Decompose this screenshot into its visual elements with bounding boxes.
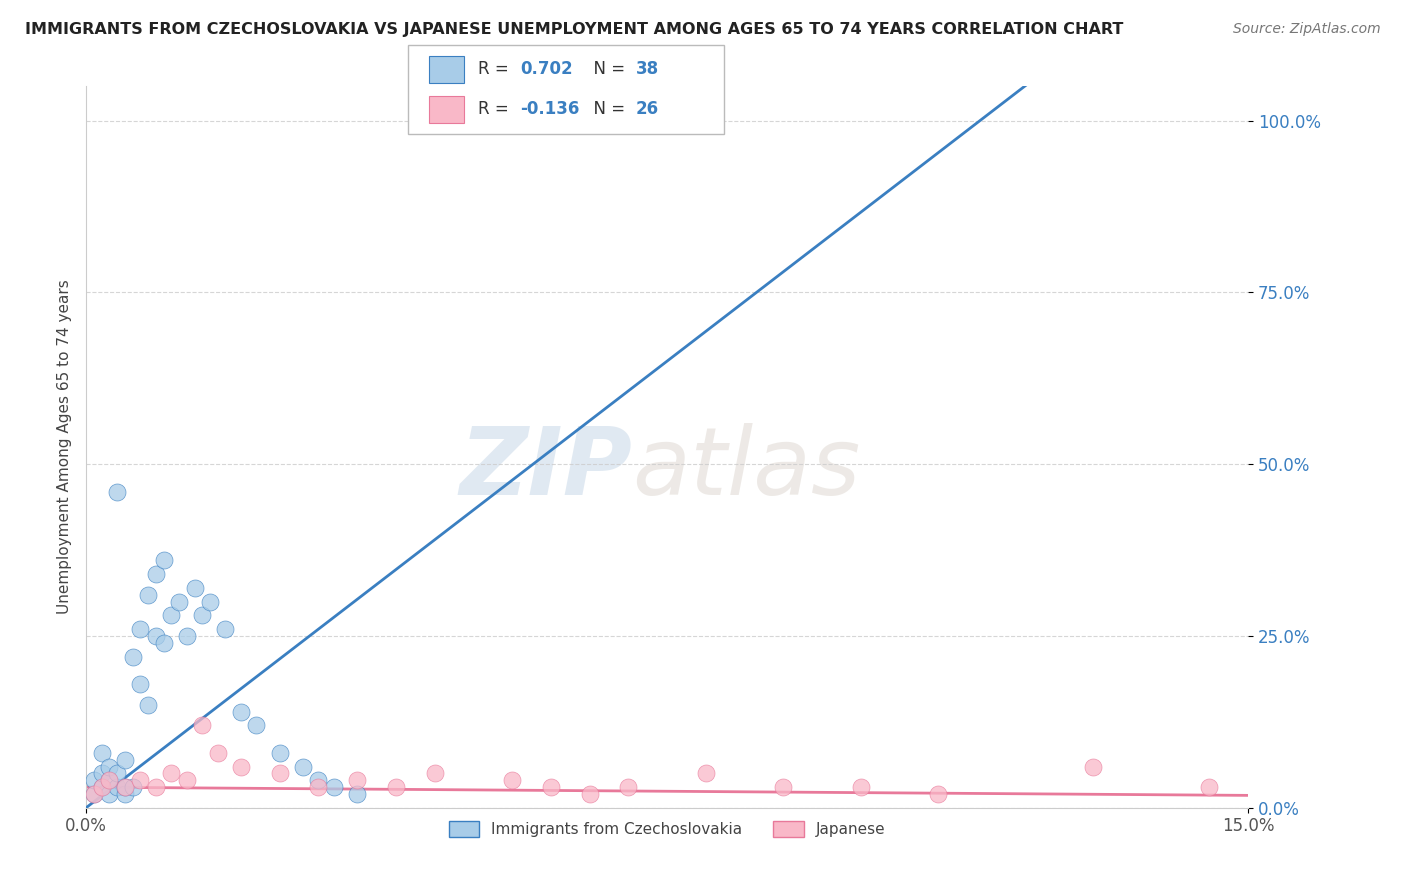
- Point: [183, 581, 205, 595]
- Text: 26: 26: [636, 100, 658, 119]
- Text: 0.702: 0.702: [520, 60, 572, 78]
- Text: N =: N =: [583, 60, 631, 78]
- Point: [385, 780, 408, 794]
- Point: [229, 705, 252, 719]
- Point: [176, 629, 198, 643]
- Point: [1081, 759, 1104, 773]
- Point: [1198, 780, 1220, 794]
- Point: [129, 773, 152, 788]
- Point: [83, 773, 105, 788]
- Point: [145, 780, 167, 794]
- Point: [849, 780, 872, 794]
- Point: [176, 773, 198, 788]
- Point: [121, 780, 143, 794]
- Y-axis label: Unemployment Among Ages 65 to 74 years: Unemployment Among Ages 65 to 74 years: [58, 280, 72, 615]
- Text: atlas: atlas: [633, 423, 860, 514]
- Point: [346, 773, 368, 788]
- Point: [152, 636, 174, 650]
- Point: [323, 780, 346, 794]
- Point: [90, 746, 112, 760]
- Point: [114, 787, 136, 801]
- Point: [83, 787, 105, 801]
- Point: [105, 780, 128, 794]
- Point: [83, 787, 105, 801]
- Point: [145, 567, 167, 582]
- Point: [90, 780, 112, 794]
- Point: [129, 622, 152, 636]
- Point: [145, 629, 167, 643]
- Text: R =: R =: [478, 60, 515, 78]
- Point: [927, 787, 949, 801]
- Point: [98, 759, 121, 773]
- Point: [121, 649, 143, 664]
- Point: [105, 766, 128, 780]
- Point: [98, 773, 121, 788]
- Point: [90, 766, 112, 780]
- Point: [105, 484, 128, 499]
- Point: [229, 759, 252, 773]
- Point: [307, 773, 329, 788]
- Legend: Immigrants from Czechoslovakia, Japanese: Immigrants from Czechoslovakia, Japanese: [443, 815, 891, 844]
- Point: [245, 718, 267, 732]
- Point: [540, 780, 562, 794]
- Point: [772, 780, 794, 794]
- Point: [214, 622, 236, 636]
- Text: 38: 38: [636, 60, 658, 78]
- Point: [291, 759, 314, 773]
- Point: [160, 608, 183, 623]
- Point: [269, 766, 291, 780]
- Text: -0.136: -0.136: [520, 100, 579, 119]
- Text: R =: R =: [478, 100, 515, 119]
- Point: [269, 746, 291, 760]
- Text: N =: N =: [583, 100, 631, 119]
- Point: [191, 608, 214, 623]
- Point: [114, 780, 136, 794]
- Point: [191, 718, 214, 732]
- Point: [617, 780, 640, 794]
- Point: [98, 773, 121, 788]
- Point: [695, 766, 717, 780]
- Point: [114, 753, 136, 767]
- Point: [346, 787, 368, 801]
- Point: [423, 766, 446, 780]
- Text: Source: ZipAtlas.com: Source: ZipAtlas.com: [1233, 22, 1381, 37]
- Point: [90, 780, 112, 794]
- Text: ZIP: ZIP: [460, 423, 633, 515]
- Point: [136, 588, 159, 602]
- Text: IMMIGRANTS FROM CZECHOSLOVAKIA VS JAPANESE UNEMPLOYMENT AMONG AGES 65 TO 74 YEAR: IMMIGRANTS FROM CZECHOSLOVAKIA VS JAPANE…: [25, 22, 1123, 37]
- Point: [129, 677, 152, 691]
- Point: [160, 766, 183, 780]
- Point: [167, 594, 190, 608]
- Point: [136, 698, 159, 712]
- Point: [578, 787, 600, 801]
- Point: [501, 773, 523, 788]
- Point: [207, 746, 229, 760]
- Point: [307, 780, 329, 794]
- Point: [198, 594, 221, 608]
- Point: [114, 780, 136, 794]
- Point: [152, 553, 174, 567]
- Point: [98, 787, 121, 801]
